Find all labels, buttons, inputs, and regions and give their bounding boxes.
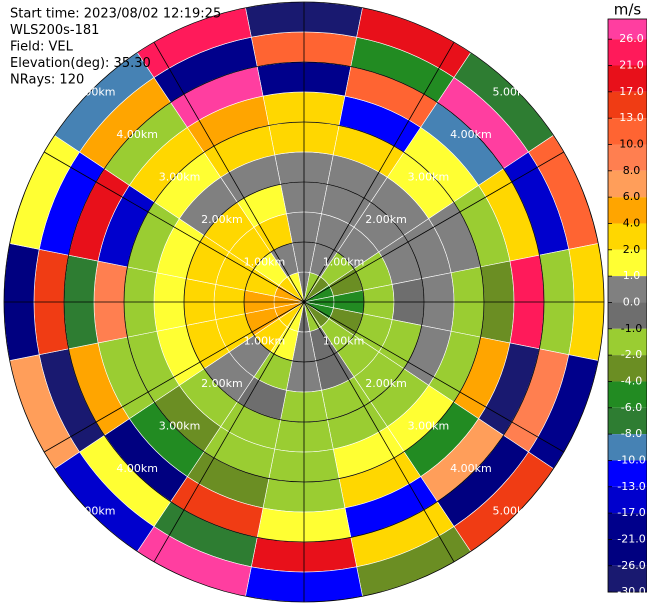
colorbar-tick-label: -21.0: [617, 532, 645, 545]
range-label: 3.00km: [159, 171, 201, 184]
header-line: Start time: 2023/08/02 12:19:25: [10, 7, 221, 22]
range-label: 1.00km: [244, 335, 286, 348]
colorbar-segment: [608, 355, 647, 382]
range-label: 1.00km: [244, 255, 286, 268]
colorbar-segment: [608, 19, 647, 40]
colorbar-segment: [608, 249, 647, 277]
colorbar-tick-label: 2.0: [623, 243, 641, 256]
colorbar-segment: [608, 434, 647, 461]
colorbar-segment: [608, 486, 647, 514]
colorbar-tick-label: 4.0: [623, 216, 641, 229]
range-ring: [3, 1, 605, 603]
colorbar-segment: [608, 381, 647, 408]
colorbar-segment: [608, 513, 647, 540]
range-label: 5.00km: [74, 86, 116, 99]
colorbar-tick-label: 1.0: [623, 269, 641, 282]
colorbar-segment: [608, 39, 647, 66]
range-label: 1.00km: [323, 335, 365, 348]
colorbar-tick-label: -4.0: [621, 374, 642, 387]
colorbar-tick-label: -30.0: [617, 585, 645, 598]
range-label: 4.00km: [116, 462, 158, 475]
range-ring: [123, 121, 485, 483]
colorbar-segment: [608, 276, 647, 303]
colorbar-segment: [608, 118, 647, 145]
colorbar-segment: [608, 328, 647, 356]
colorbar-tick-label: 26.0: [619, 32, 644, 45]
colorbar-segment: [608, 539, 647, 566]
colorbar-tick-label: 21.0: [619, 58, 644, 71]
colorbar-title: m/s: [614, 1, 642, 19]
colorbar-tick-label: 17.0: [619, 85, 644, 98]
range-label: 2.00km: [201, 377, 243, 390]
range-label: 2.00km: [365, 377, 407, 390]
colorbar-tick-label: -8.0: [621, 427, 642, 440]
range-label: 5.00km: [493, 86, 535, 99]
header-line: Elevation(deg): 35.30: [10, 56, 151, 71]
range-label: 3.00km: [159, 419, 201, 432]
colorbar-segment: [608, 91, 647, 119]
range-ring: [63, 61, 545, 543]
colorbar-tick-label: -10.0: [617, 453, 645, 466]
colorbar-tick-label: 10.0: [619, 137, 644, 150]
range-label: 1.00km: [323, 255, 365, 268]
colorbar-segment: [608, 144, 647, 171]
colorbar-tick-label: 0.0: [623, 295, 641, 308]
range-label: 3.00km: [408, 419, 450, 432]
range-ring: [183, 181, 425, 423]
colorbar-tick-label: -17.0: [617, 506, 645, 519]
colorbar-segment: [608, 223, 647, 250]
range-label: 4.00km: [450, 128, 492, 141]
azimuth-line: [153, 41, 455, 563]
colorbar-tick-label: 8.0: [623, 164, 641, 177]
colorbar-segment: [608, 65, 647, 92]
colorbar-tick-label: 6.0: [623, 190, 641, 203]
colorbar-segment: [608, 460, 647, 487]
colorbar-segment: [608, 302, 647, 329]
colorbar-segment: [608, 197, 647, 224]
colorbar-tick-label: -2.0: [621, 348, 642, 361]
range-label: 2.00km: [365, 213, 407, 226]
range-label: 4.00km: [116, 128, 158, 141]
colorbar-tick-label: -6.0: [621, 401, 642, 414]
range-ring: [243, 241, 365, 363]
header-line: Field: VEL: [10, 40, 74, 55]
range-label: 2.00km: [201, 213, 243, 226]
range-label: 5.00km: [493, 504, 535, 517]
range-label: 3.00km: [408, 171, 450, 184]
colorbar-segment: [608, 170, 647, 198]
colorbar-tick-label: -26.0: [617, 559, 645, 572]
colorbar-tick-label: -1.0: [621, 322, 642, 335]
colorbar-segment: [608, 565, 647, 593]
colorbar-tick-label: -13.0: [617, 480, 645, 493]
colorbar-tick-label: 13.0: [619, 111, 644, 124]
range-label: 5.00km: [74, 504, 116, 517]
range-label: 4.00km: [450, 462, 492, 475]
header-line: WLS200s-181: [10, 23, 99, 38]
header-line: NRays: 120: [10, 73, 84, 88]
colorbar-segment: [608, 407, 647, 435]
colorbar-frame: [607, 18, 647, 593]
